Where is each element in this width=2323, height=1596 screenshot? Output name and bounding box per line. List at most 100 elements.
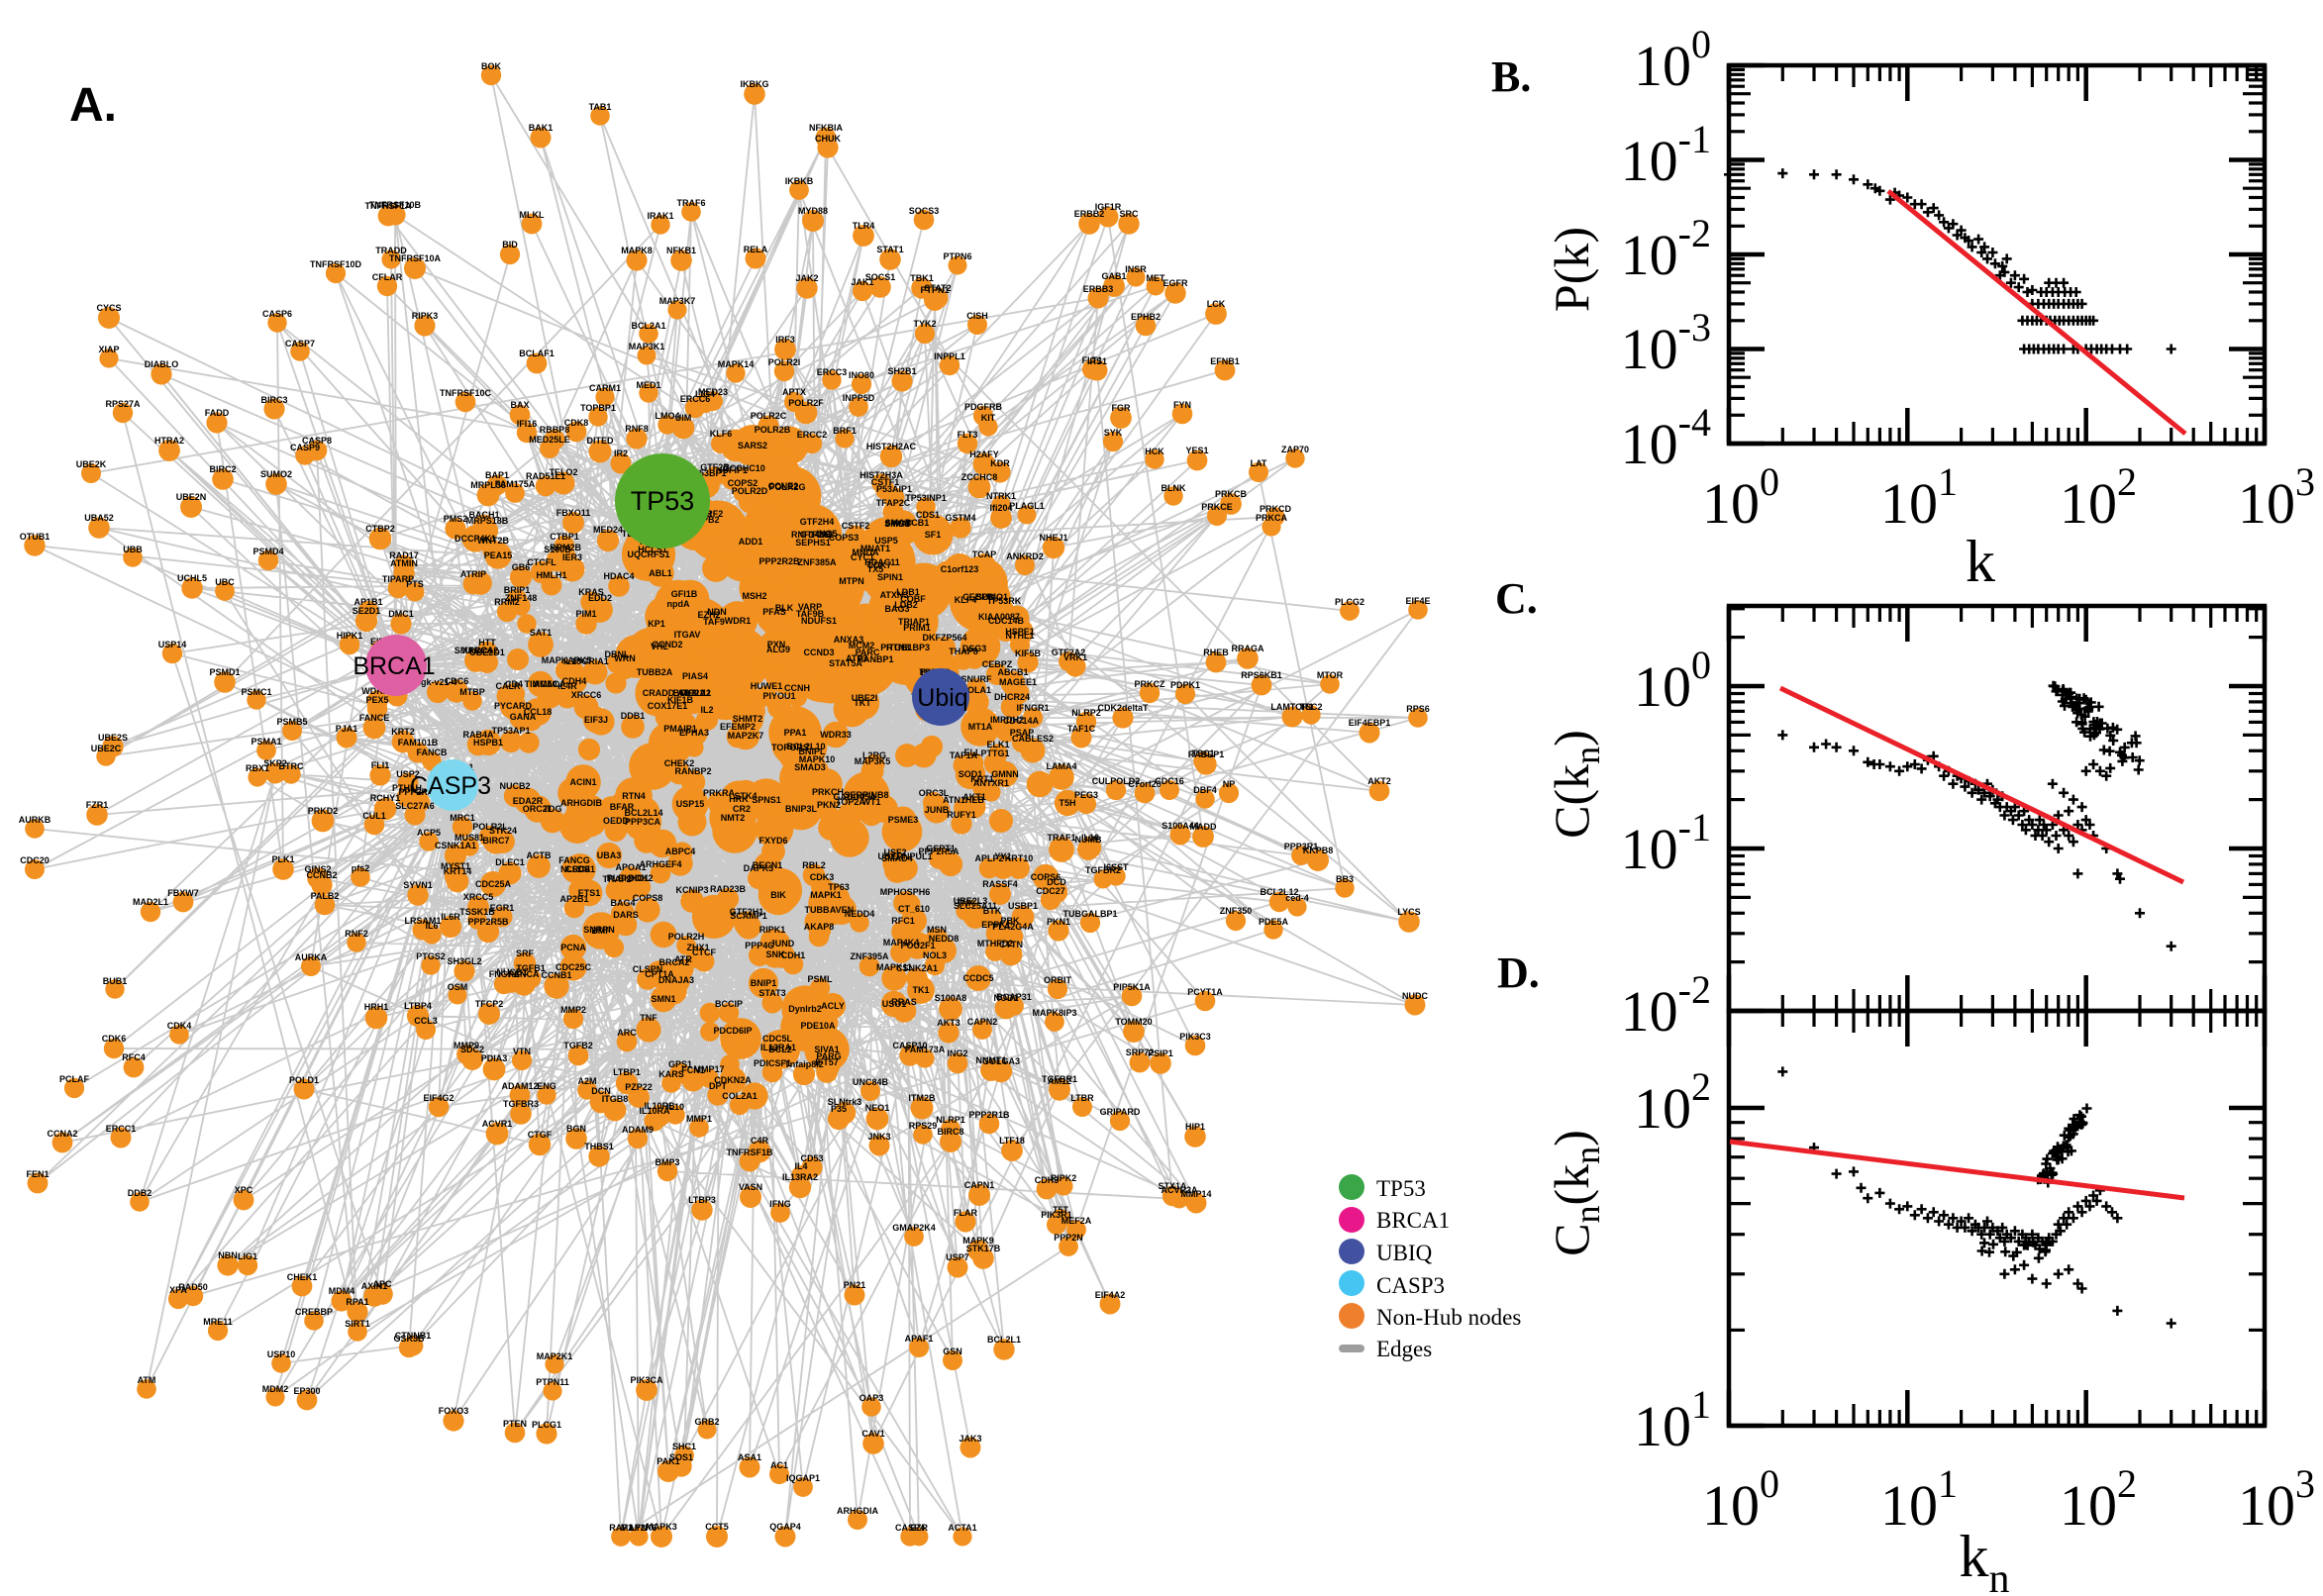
svg-text:CTCF: CTCF bbox=[692, 948, 716, 957]
svg-text:SOCS3: SOCS3 bbox=[909, 206, 940, 216]
svg-text:BRIP1: BRIP1 bbox=[504, 585, 531, 595]
svg-text:CCT5: CCT5 bbox=[705, 1522, 729, 1532]
svg-text:TRADD: TRADD bbox=[375, 246, 407, 255]
svg-text:GSN: GSN bbox=[943, 1347, 962, 1356]
svg-text:NFKBIA: NFKBIA bbox=[809, 123, 843, 133]
svg-text:PRKCB: PRKCB bbox=[1215, 489, 1248, 499]
svg-text:CSTF1: CSTF1 bbox=[871, 477, 900, 487]
svg-text:EGR1: EGR1 bbox=[490, 903, 515, 913]
svg-text:ITM2B: ITM2B bbox=[909, 1093, 937, 1103]
svg-text:ATM: ATM bbox=[138, 1375, 156, 1385]
svg-text:CTNNB1: CTNNB1 bbox=[395, 1331, 432, 1341]
svg-text:AKT2: AKT2 bbox=[1367, 776, 1391, 786]
svg-text:APOA1: APOA1 bbox=[615, 862, 646, 872]
svg-text:MCL1: MCL1 bbox=[680, 688, 705, 698]
svg-text:MMP1: MMP1 bbox=[686, 1114, 712, 1124]
svg-text:AP1B1: AP1B1 bbox=[354, 597, 382, 607]
svg-text:TBK1: TBK1 bbox=[910, 273, 934, 283]
svg-text:BFAR: BFAR bbox=[610, 802, 635, 812]
svg-text:XRCC4: XRCC4 bbox=[462, 646, 493, 655]
svg-text:PSMC1: PSMC1 bbox=[241, 687, 271, 697]
svg-text:THBS1: THBS1 bbox=[584, 1142, 614, 1151]
svg-text:PTEN: PTEN bbox=[503, 1419, 527, 1429]
svg-text:CULPOLD2: CULPOLD2 bbox=[1092, 776, 1141, 786]
svg-text:NOL3: NOL3 bbox=[923, 950, 947, 960]
svg-text:ENG: ENG bbox=[537, 1081, 556, 1091]
svg-text:LYN: LYN bbox=[630, 1523, 647, 1533]
svg-text:PTTG1: PTTG1 bbox=[980, 748, 1009, 758]
svg-text:FANCA: FANCA bbox=[509, 969, 540, 979]
svg-text:COPS3: COPS3 bbox=[829, 533, 859, 543]
svg-text:PDGFRB: PDGFRB bbox=[964, 402, 1003, 412]
svg-text:Edges: Edges bbox=[1376, 1337, 1432, 1361]
svg-text:I6SST: I6SST bbox=[1103, 862, 1129, 872]
svg-text:BLNK: BLNK bbox=[1162, 483, 1186, 493]
svg-text:RHEB: RHEB bbox=[1203, 648, 1229, 657]
svg-text:CTCFL: CTCFL bbox=[527, 557, 556, 567]
svg-text:C1orf123: C1orf123 bbox=[941, 564, 979, 574]
svg-text:MADD: MADD bbox=[1190, 822, 1217, 832]
svg-text:CTBP2: CTBP2 bbox=[365, 524, 395, 534]
svg-text:ERBB3: ERBB3 bbox=[1083, 284, 1114, 294]
svg-text:RNF8: RNF8 bbox=[625, 424, 649, 434]
svg-text:DCCP4K1: DCCP4K1 bbox=[454, 534, 496, 544]
svg-text:BIK: BIK bbox=[770, 890, 786, 900]
svg-text:LTBP1: LTBP1 bbox=[613, 1067, 641, 1077]
svg-text:CDK3: CDK3 bbox=[810, 872, 835, 882]
svg-text:CHEK1: CHEK1 bbox=[287, 1272, 318, 1282]
svg-text:MET: MET bbox=[1147, 273, 1166, 283]
svg-text:IL13RA1: IL13RA1 bbox=[760, 1043, 796, 1052]
svg-text:TAF1A: TAF1A bbox=[950, 750, 978, 760]
svg-text:TOPORS: TOPORS bbox=[771, 743, 809, 752]
svg-text:ERBB2: ERBB2 bbox=[1074, 209, 1105, 219]
svg-text:10-4: 10-4 bbox=[1621, 400, 1711, 476]
svg-text:RAD51L1: RAD51L1 bbox=[526, 471, 565, 481]
svg-text:PLA2G4A: PLA2G4A bbox=[992, 922, 1034, 932]
svg-text:PPP2R1B: PPP2R1B bbox=[968, 1110, 1010, 1120]
svg-text:EPHA3: EPHA3 bbox=[679, 728, 709, 738]
svg-text:MRE11: MRE11 bbox=[203, 1317, 233, 1327]
svg-text:HUWE1: HUWE1 bbox=[751, 681, 783, 691]
svg-text:APC: APC bbox=[372, 1279, 392, 1289]
svg-text:npdA: npdA bbox=[667, 599, 690, 609]
svg-text:BB3: BB3 bbox=[1336, 874, 1354, 884]
svg-text:RRAGA: RRAGA bbox=[1232, 644, 1264, 653]
svg-text:MYD88: MYD88 bbox=[798, 206, 828, 216]
svg-text:H2AFY: H2AFY bbox=[969, 449, 999, 459]
svg-text:FZR1: FZR1 bbox=[86, 800, 109, 810]
svg-text:TRAF6: TRAF6 bbox=[677, 198, 706, 208]
svg-text:RRAS: RRAS bbox=[891, 997, 917, 1007]
svg-text:ERCC6: ERCC6 bbox=[680, 394, 711, 404]
svg-text:TNFRSF10B: TNFRSF10B bbox=[369, 200, 422, 210]
svg-text:LDB2: LDB2 bbox=[894, 600, 918, 610]
svg-text:NLRP2: NLRP2 bbox=[1071, 708, 1101, 718]
svg-text:YES1: YES1 bbox=[1185, 446, 1208, 455]
svg-text:TAB1: TAB1 bbox=[589, 102, 612, 112]
svg-text:COBF: COBF bbox=[900, 594, 926, 604]
svg-text:MAPK1: MAPK1 bbox=[810, 890, 842, 900]
svg-text:TELO2: TELO2 bbox=[549, 467, 577, 477]
svg-text:NOD1: NOD1 bbox=[993, 993, 1018, 1003]
svg-text:SF1: SF1 bbox=[925, 530, 942, 540]
svg-text:PRIM1: PRIM1 bbox=[903, 623, 931, 633]
svg-text:FANCG: FANCG bbox=[558, 855, 590, 865]
svg-text:NDN: NDN bbox=[707, 607, 727, 617]
svg-text:NUMB: NUMB bbox=[1075, 835, 1102, 845]
svg-text:BCL2L10: BCL2L10 bbox=[786, 742, 825, 751]
svg-text:CDC27: CDC27 bbox=[1036, 886, 1065, 896]
svg-text:BAX: BAX bbox=[510, 400, 529, 410]
svg-text:TFAP2C: TFAP2C bbox=[876, 498, 911, 508]
svg-text:SMARCB1: SMARCB1 bbox=[885, 518, 930, 528]
svg-text:ACTA1: ACTA1 bbox=[948, 1523, 976, 1533]
svg-text:CASP4: CASP4 bbox=[895, 1523, 925, 1533]
svg-text:CAPN2: CAPN2 bbox=[967, 1017, 998, 1027]
svg-text:SDC2: SDC2 bbox=[460, 1045, 484, 1054]
svg-text:RNF2: RNF2 bbox=[345, 929, 368, 939]
svg-text:IKBKG: IKBKG bbox=[741, 79, 769, 89]
svg-text:TP53: TP53 bbox=[1376, 1176, 1426, 1201]
svg-text:ATR: ATR bbox=[674, 954, 692, 964]
svg-text:KIT: KIT bbox=[981, 413, 996, 423]
svg-text:CTGF: CTGF bbox=[528, 1130, 553, 1140]
svg-text:STK4: STK4 bbox=[734, 791, 757, 801]
svg-text:FLT3: FLT3 bbox=[958, 430, 978, 440]
